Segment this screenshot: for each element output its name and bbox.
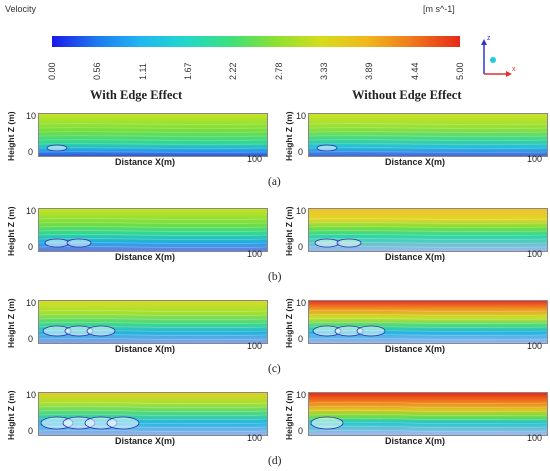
colorbar-tick-label: 3.89 (364, 62, 375, 80)
z-tick-zero: 0 (298, 147, 304, 157)
colorbar-tick-label: 1.11 (137, 63, 148, 80)
z-tick-max: 10 (296, 298, 307, 308)
velocity-field-right-2 (308, 208, 548, 252)
axis-indicator-icon: z x (478, 35, 518, 80)
height-axis-label: Height Z (m) (6, 111, 16, 161)
axis-z-letter: z (487, 35, 491, 42)
legend-title: Velocity (5, 4, 37, 14)
height-axis-label: Height Z (m) (284, 390, 294, 440)
streamlines (309, 123, 547, 153)
colorbar-tick-label: 4.44 (409, 62, 420, 80)
velocity-field-left-2 (38, 208, 268, 252)
legend-unit: [m s^-1] (423, 4, 455, 14)
panel-caption: (c) (268, 363, 281, 375)
height-axis-label: Height Z (m) (6, 298, 16, 348)
distance-axis-label: Distance X(m) (385, 252, 446, 262)
x-tick-max: 100 (527, 341, 543, 351)
z-tick-max: 10 (296, 111, 307, 121)
z-tick-max: 10 (26, 111, 37, 121)
streamlines (39, 218, 267, 248)
axis-x-letter: x (512, 66, 516, 73)
streamlines (39, 123, 267, 153)
x-tick-max: 100 (247, 249, 263, 259)
x-tick-max: 100 (247, 433, 263, 443)
height-axis-label: Height Z (m) (284, 111, 294, 161)
z-tick-zero: 0 (298, 242, 304, 252)
height-axis-label: Height Z (m) (284, 298, 294, 348)
distance-axis-label: Distance X(m) (385, 436, 446, 446)
x-tick-max: 100 (527, 154, 543, 164)
z-tick-max: 10 (26, 298, 37, 308)
z-tick-zero: 0 (28, 242, 34, 252)
column-header-left: With Edge Effect (90, 88, 183, 102)
streamlines (309, 401, 547, 433)
z-tick-zero: 0 (28, 426, 34, 436)
colorbar-tick-label: 0.00 (47, 62, 57, 80)
z-tick-max: 10 (296, 390, 307, 400)
streamlines (309, 310, 547, 340)
column-header-right: Without Edge Effect (352, 88, 462, 102)
distance-axis-label: Distance X(m) (385, 344, 446, 354)
velocity-field-right-4 (308, 392, 548, 436)
z-tick-zero: 0 (298, 334, 304, 344)
velocity-field-left-3 (38, 300, 268, 344)
colorbar-tick-label: 5.00 (455, 62, 465, 80)
colorbar-tick-label: 0.56 (92, 62, 103, 80)
streamlines (309, 218, 547, 248)
z-tick-max: 10 (26, 390, 37, 400)
distance-axis-label: Distance X(m) (115, 157, 176, 167)
colorbar-tick-label: 3.33 (319, 62, 329, 80)
x-tick-max: 100 (527, 249, 543, 259)
height-axis-label: Height Z (m) (284, 206, 294, 256)
streamlines (39, 310, 267, 340)
distance-axis-label: Distance X(m) (115, 252, 176, 262)
z-tick-zero: 0 (28, 147, 34, 157)
colorbar-tick-label: 2.78 (273, 62, 284, 80)
z-tick-max: 10 (26, 206, 37, 216)
z-tick-zero: 0 (28, 334, 34, 344)
streamlines (39, 401, 267, 433)
height-axis-label: Height Z (m) (6, 206, 16, 256)
panel-caption: (d) (268, 455, 282, 467)
velocity-field-right-1 (308, 113, 548, 157)
distance-axis-label: Distance X(m) (115, 344, 176, 354)
velocity-field-left-1 (38, 113, 268, 157)
x-tick-max: 100 (247, 341, 263, 351)
height-axis-label: Height Z (m) (6, 390, 16, 440)
distance-axis-label: Distance X(m) (385, 157, 446, 167)
velocity-field-right-3 (308, 300, 548, 344)
distance-axis-label: Distance X(m) (115, 436, 176, 446)
x-tick-max: 100 (527, 433, 543, 443)
velocity-colorbar (52, 36, 460, 47)
panel-caption: (b) (268, 271, 282, 283)
z-tick-max: 10 (296, 206, 307, 216)
z-tick-zero: 0 (298, 426, 304, 436)
velocity-field-left-4 (38, 392, 268, 436)
colorbar-tick-label: 2.22 (228, 62, 239, 80)
x-tick-max: 100 (247, 154, 263, 164)
panel-caption: (a) (268, 176, 281, 188)
colorbar-tick-label: 1.67 (183, 62, 193, 80)
